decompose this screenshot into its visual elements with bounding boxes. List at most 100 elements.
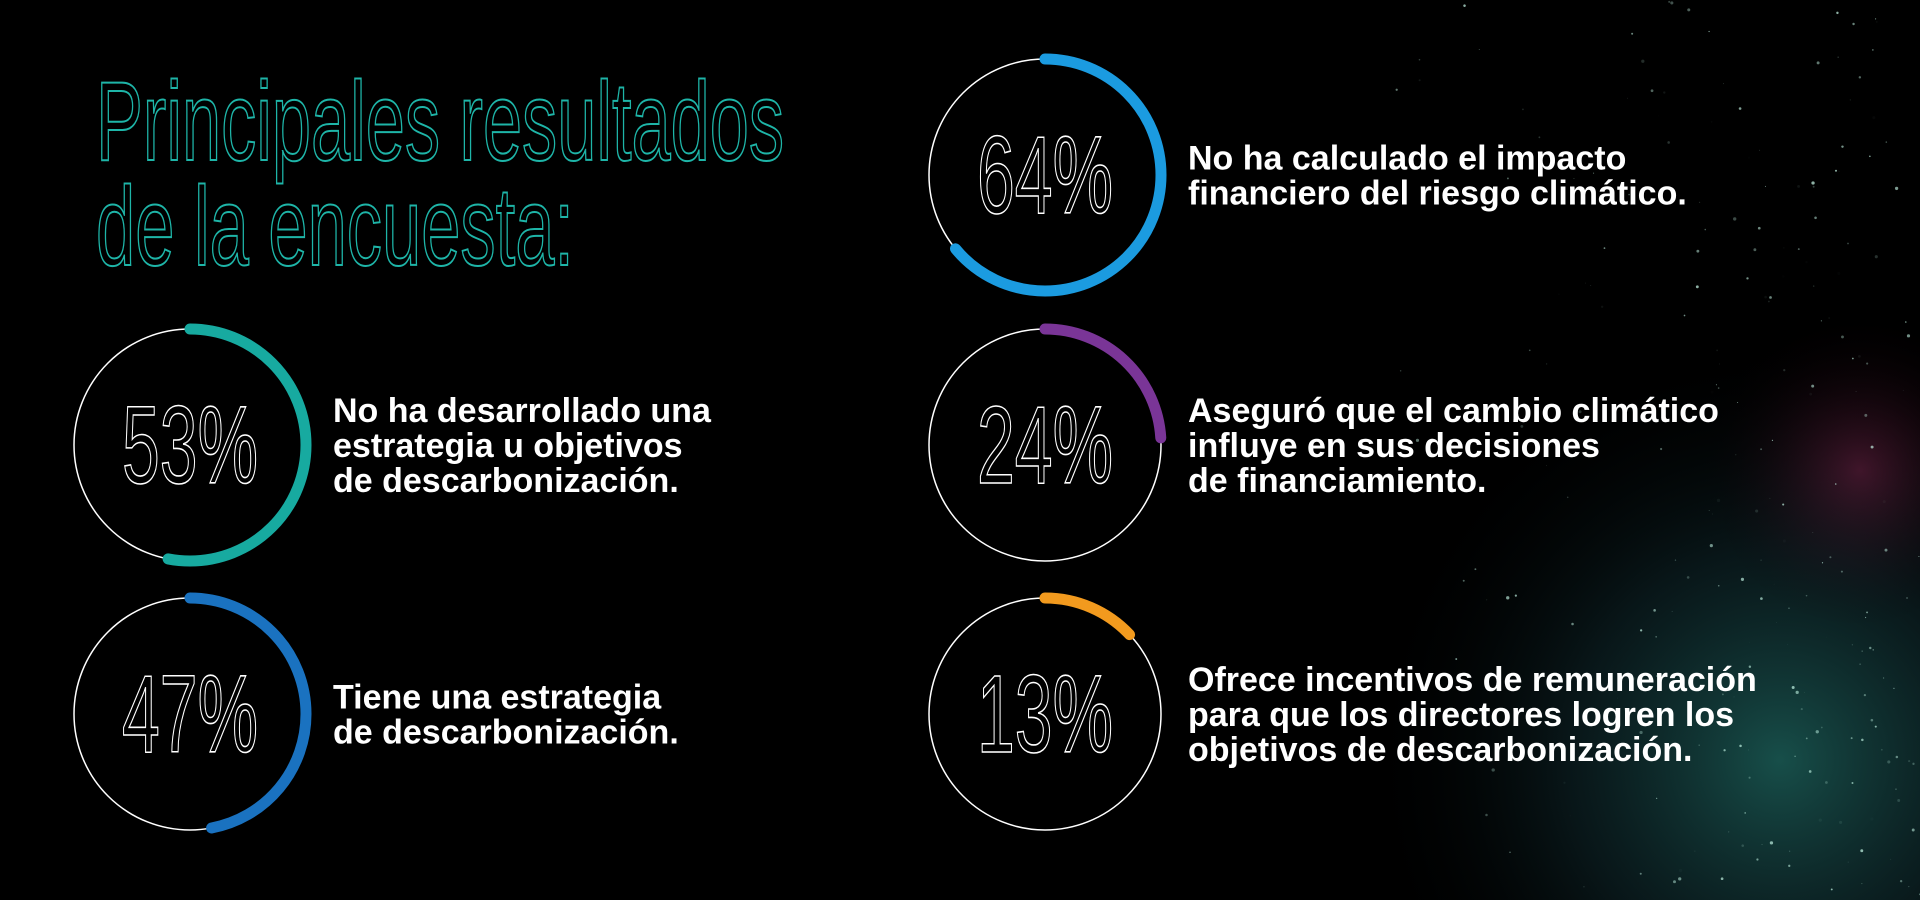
speckle bbox=[1658, 115, 1660, 117]
speckle bbox=[1850, 737, 1853, 740]
speckle bbox=[1418, 58, 1421, 61]
speckle bbox=[1716, 498, 1721, 503]
speckle bbox=[1756, 858, 1759, 861]
speckle bbox=[1912, 762, 1915, 765]
stat-description: de financiamiento. bbox=[1188, 462, 1487, 500]
speckle bbox=[1805, 261, 1807, 263]
speckle bbox=[1834, 169, 1838, 172]
speckle bbox=[1869, 155, 1871, 158]
speckle bbox=[1783, 369, 1786, 372]
speckle bbox=[1694, 850, 1696, 852]
speckle bbox=[1596, 685, 1600, 689]
speckle bbox=[1800, 708, 1803, 711]
speckle bbox=[1528, 349, 1531, 352]
speckle bbox=[1572, 747, 1575, 750]
speckle bbox=[1668, 0, 1671, 3]
speckle bbox=[1866, 611, 1868, 614]
speckle bbox=[1758, 149, 1761, 151]
speckle bbox=[1399, 370, 1402, 372]
stat-description: estrategia u objetivos bbox=[333, 427, 683, 465]
title-line: de la encuesta: bbox=[96, 164, 574, 289]
speckle bbox=[1626, 97, 1628, 99]
speckle bbox=[1598, 277, 1599, 278]
title-line: Principales resultados bbox=[96, 59, 784, 184]
speckle bbox=[1894, 186, 1899, 191]
speckle bbox=[1857, 355, 1861, 358]
speckle bbox=[1902, 389, 1904, 392]
speckle bbox=[1721, 693, 1724, 696]
speckle bbox=[1861, 650, 1863, 652]
speckle bbox=[1890, 858, 1892, 860]
speckle bbox=[1769, 497, 1771, 499]
speckle bbox=[1728, 831, 1730, 833]
stat-description: influye en sus decisiones bbox=[1188, 427, 1600, 465]
speckle bbox=[1639, 872, 1642, 875]
stat-number: 13% bbox=[977, 653, 1113, 776]
speckle bbox=[1815, 730, 1819, 734]
speckle bbox=[1864, 616, 1867, 619]
speckle bbox=[1735, 454, 1737, 456]
speckle bbox=[1708, 30, 1710, 33]
speckle bbox=[1760, 597, 1763, 600]
speckle bbox=[1733, 217, 1737, 221]
speckle bbox=[1872, 649, 1874, 651]
speckle bbox=[1546, 363, 1548, 365]
speckle bbox=[1839, 820, 1843, 824]
speckle bbox=[1880, 748, 1883, 751]
speckle bbox=[1555, 675, 1558, 677]
speckle bbox=[1546, 465, 1547, 467]
stat-description: de descarbonización. bbox=[333, 714, 679, 752]
speckle bbox=[1841, 335, 1844, 339]
ring-arc bbox=[923, 53, 1167, 297]
speckle bbox=[1695, 285, 1699, 289]
speckle bbox=[1746, 277, 1749, 280]
speckle bbox=[1858, 76, 1862, 79]
speckle bbox=[1882, 677, 1885, 679]
speckle bbox=[1626, 820, 1628, 822]
speckle bbox=[1816, 61, 1820, 65]
speckle bbox=[1861, 883, 1863, 885]
speckle bbox=[1825, 781, 1828, 784]
speckle bbox=[1478, 49, 1480, 50]
speckle bbox=[1829, 247, 1831, 249]
speckle bbox=[1563, 781, 1566, 784]
speckle bbox=[1485, 813, 1488, 817]
speckle bbox=[1769, 841, 1774, 845]
speckle bbox=[1706, 707, 1710, 711]
speckle bbox=[1462, 579, 1465, 582]
speckle bbox=[1838, 170, 1840, 172]
speckle bbox=[1720, 877, 1724, 881]
speckle bbox=[1600, 305, 1604, 308]
speckle bbox=[1773, 583, 1775, 585]
ring-arc bbox=[923, 592, 1167, 836]
speckle bbox=[1764, 295, 1767, 299]
speckle bbox=[1897, 799, 1901, 802]
speckle bbox=[1737, 402, 1739, 404]
speckle bbox=[1811, 384, 1815, 388]
speckle bbox=[1655, 675, 1658, 677]
speckle bbox=[1895, 755, 1899, 759]
speckle bbox=[1803, 691, 1805, 693]
speckle bbox=[1590, 285, 1592, 287]
speckle bbox=[1571, 622, 1574, 626]
speckle bbox=[1455, 658, 1458, 661]
speckle bbox=[1837, 272, 1840, 275]
speckle bbox=[1783, 247, 1785, 249]
stat-description: No ha calculado el impacto bbox=[1188, 140, 1626, 178]
speckle bbox=[1667, 141, 1670, 144]
speckle bbox=[1887, 760, 1891, 764]
speckle bbox=[1748, 665, 1752, 669]
speckle bbox=[1797, 248, 1800, 251]
speckle bbox=[1660, 447, 1663, 451]
speckle bbox=[1761, 843, 1763, 845]
stat-description: Aseguró que el cambio climático bbox=[1188, 392, 1719, 430]
speckle bbox=[1658, 736, 1660, 738]
speckle bbox=[1882, 500, 1886, 504]
speckle bbox=[1821, 562, 1824, 564]
ring-arc bbox=[68, 592, 312, 836]
speckle bbox=[1847, 96, 1850, 99]
ring-arc bbox=[68, 323, 312, 567]
speckle bbox=[1700, 673, 1703, 676]
speckle bbox=[1679, 869, 1682, 872]
speckle bbox=[1847, 242, 1849, 245]
